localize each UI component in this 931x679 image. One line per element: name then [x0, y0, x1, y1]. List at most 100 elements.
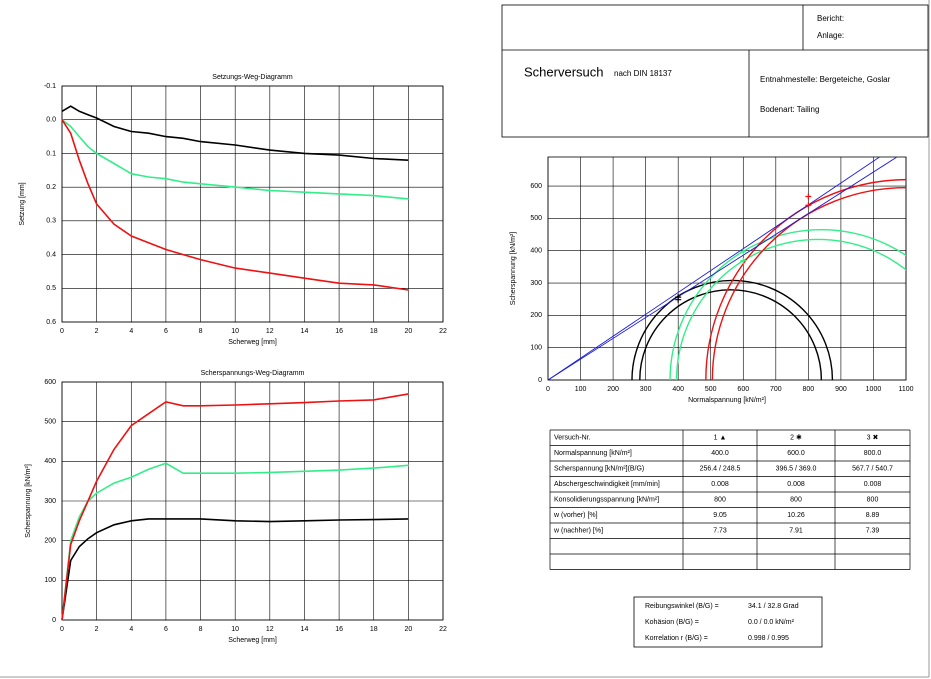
- table-cell: 256.4 / 248.5: [700, 466, 741, 473]
- table-cell: 7.91: [789, 528, 803, 535]
- table-cell: 600.0: [787, 450, 805, 457]
- x-tick-label: 10: [231, 626, 239, 633]
- x-tick-label: 16: [335, 328, 343, 335]
- x-tick-label: 20: [404, 328, 412, 335]
- doc-title: Scherversuch: [524, 64, 603, 79]
- x-tick-label: 700: [770, 386, 782, 393]
- x-tick-label: 8: [199, 626, 203, 633]
- table-cell: 396.5 / 369.0: [776, 466, 817, 473]
- soil-type: Bodenart: Tailing: [760, 105, 819, 114]
- plot-frame: [547, 156, 907, 381]
- x-tick-label: 800: [803, 386, 815, 393]
- x-tick-label: 500: [705, 386, 717, 393]
- table-cell: w (vorher) [%]: [553, 512, 598, 519]
- x-tick-label: 900: [835, 386, 847, 393]
- plot-frame: [61, 85, 444, 323]
- x-tick-label: 6: [164, 328, 168, 335]
- y-tick-label: 0: [538, 377, 542, 384]
- data-line: [61, 119, 409, 200]
- y-tick-label: 100: [530, 345, 542, 352]
- x-tick-label: 1100: [898, 386, 913, 393]
- x-axis-label: Normalspannung [kN/m²]: [688, 397, 766, 404]
- x-tick-label: 20: [404, 626, 412, 633]
- x-tick-label: 14: [301, 626, 309, 633]
- y-tick-label: 0.4: [46, 251, 56, 258]
- table-cell: 2 ✱: [790, 434, 802, 442]
- x-tick-label: 8: [199, 328, 203, 335]
- table-cell: Scherspannung [kN/m²](B/G): [554, 466, 644, 473]
- x-tick-label: 0: [60, 626, 64, 633]
- x-tick-label: 200: [607, 386, 619, 393]
- x-tick-label: 10: [231, 328, 239, 335]
- attachment-label: Anlage:: [817, 31, 844, 40]
- x-tick-label: 12: [266, 328, 274, 335]
- y-tick-label: -0.1: [44, 83, 56, 90]
- x-tick-label: 12: [266, 626, 274, 633]
- x-tick-label: 4: [129, 626, 133, 633]
- table-cell: 1 ▲: [714, 435, 727, 442]
- summary-label: Kohäsion (B/G) =: [645, 619, 699, 626]
- table-cell: 567.7 / 540.7: [852, 466, 893, 473]
- table-cell: 800: [867, 497, 879, 504]
- table-cell: Abschergeschwindigkeit [mm/min]: [554, 481, 660, 488]
- mohr-circle: [669, 229, 906, 380]
- summary-box: [633, 596, 823, 648]
- y-axis-label: Scherspannung [kN/m²]: [510, 232, 517, 306]
- summary-value: 0.0 / 0.0 kN/m²: [748, 619, 795, 626]
- table-cell: 8.89: [866, 512, 880, 519]
- x-tick-label: 300: [640, 386, 652, 393]
- y-tick-label: 600: [44, 379, 56, 386]
- x-tick-label: 600: [737, 386, 749, 393]
- x-tick-label: 18: [370, 328, 378, 335]
- table-cell: w (nachher) [%]: [553, 528, 603, 535]
- data-line: [61, 393, 409, 621]
- y-tick-label: 0.2: [46, 184, 56, 191]
- y-axis-label: Scherspannung [kN/m²]: [25, 464, 32, 538]
- y-axis-label: Setzung [mm]: [19, 182, 26, 225]
- x-tick-label: 14: [301, 328, 309, 335]
- table-cell: 800: [790, 497, 802, 504]
- y-tick-label: 200: [530, 312, 542, 319]
- plot-area: [548, 157, 906, 380]
- y-tick-label: 0.1: [46, 150, 56, 157]
- y-tick-label: 0.0: [46, 117, 56, 124]
- y-tick-label: 600: [530, 183, 542, 190]
- x-tick-label: 16: [335, 626, 343, 633]
- y-tick-label: 0.6: [46, 319, 56, 326]
- table-cell: 3 ✖: [867, 435, 879, 442]
- table-cell: 0.008: [711, 481, 729, 488]
- x-tick-label: 1000: [866, 386, 882, 393]
- x-tick-label: 22: [439, 328, 447, 335]
- table-cell: 400.0: [711, 450, 729, 457]
- table-cell: 0.008: [787, 481, 805, 488]
- table-cell: 7.39: [866, 528, 880, 535]
- x-tick-label: 18: [370, 626, 378, 633]
- data-line: [61, 105, 409, 161]
- y-tick-label: 400: [530, 248, 542, 255]
- y-tick-label: 300: [44, 498, 56, 505]
- mohr-circle: [675, 238, 906, 380]
- table-cell: 9.05: [713, 512, 727, 519]
- x-axis-label: Scherweg [mm]: [228, 637, 277, 644]
- x-tick-label: 4: [129, 328, 133, 335]
- mohr-circle: [639, 289, 823, 380]
- table-cell: Normalspannung [kN/m²]: [554, 450, 632, 457]
- x-tick-label: 2: [95, 328, 99, 335]
- x-tick-label: 2: [95, 626, 99, 633]
- y-tick-label: 100: [44, 577, 56, 584]
- y-tick-label: 200: [44, 538, 56, 545]
- point-marker: [740, 248, 747, 255]
- summary-label: Reibungswinkel (B/G) =: [645, 603, 719, 610]
- point-marker: [675, 296, 682, 303]
- chart-title: Setzungs-Weg-Diagramm: [212, 74, 293, 81]
- x-axis-label: Scherweg [mm]: [228, 339, 277, 346]
- failure-envelope: [548, 157, 898, 380]
- point-marker: [805, 193, 812, 200]
- y-tick-label: 0.3: [46, 218, 56, 225]
- x-tick-label: 22: [439, 626, 447, 633]
- header-box: [501, 4, 929, 138]
- point-marker: [740, 257, 747, 264]
- table-cell: 10.26: [787, 512, 805, 519]
- table-cell: Konsolidierungsspannung [kN/m²]: [554, 497, 659, 504]
